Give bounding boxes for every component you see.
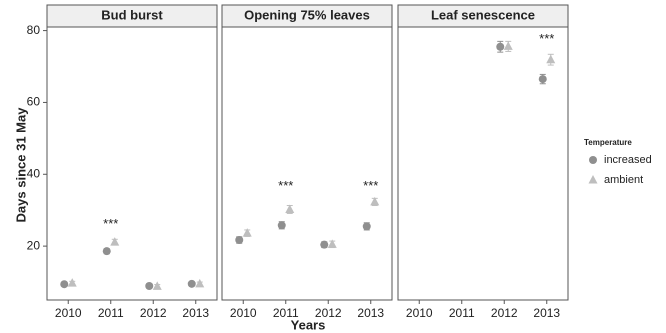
point: [285, 204, 295, 213]
y-axis-label: Days since 31 May: [13, 107, 28, 223]
point: [588, 175, 598, 184]
y-tick-label: 40: [27, 166, 41, 180]
panel-title: Opening 75% leaves: [244, 7, 370, 22]
legend-title: Temperature: [584, 138, 632, 147]
y-tick-label: 60: [27, 95, 41, 109]
point: [187, 279, 196, 288]
point: [370, 196, 380, 206]
panel: [397, 26, 569, 301]
x-tick-label: 2010: [230, 306, 257, 320]
annotation: ***: [363, 178, 378, 193]
point: [195, 278, 205, 288]
annotation: ***: [539, 31, 554, 46]
x-axis-label: Years: [291, 317, 326, 332]
point: [102, 247, 111, 256]
point: [362, 222, 371, 231]
annotation: ***: [278, 178, 293, 193]
x-tick-label: 2012: [140, 306, 167, 320]
panel-title: Leaf senescence: [431, 7, 535, 22]
point: [110, 237, 120, 246]
point: [503, 41, 513, 50]
point: [235, 236, 244, 245]
point: [320, 240, 329, 249]
point: [60, 280, 69, 289]
x-tick-label: 2012: [315, 306, 342, 320]
x-tick-label: 2013: [357, 306, 384, 320]
x-tick-label: 2012: [491, 306, 518, 320]
point: [152, 281, 162, 290]
annotation: ***: [103, 216, 118, 231]
panel: [221, 26, 393, 301]
x-tick-label: 2010: [55, 306, 82, 320]
point: [327, 239, 337, 248]
point: [546, 54, 556, 64]
y-tick-label: 80: [27, 23, 41, 37]
x-tick-label: 2011: [273, 306, 299, 320]
point: [145, 281, 154, 290]
x-tick-label: 2013: [182, 306, 209, 320]
y-tick-label: 20: [27, 238, 41, 252]
point: [538, 75, 547, 84]
legend-label: increased: [604, 154, 652, 166]
legend-label: ambient: [604, 174, 643, 186]
x-tick-label: 2011: [449, 306, 475, 320]
point: [277, 221, 286, 230]
point: [242, 228, 252, 237]
panel: [46, 26, 218, 301]
point: [67, 278, 77, 287]
point: [496, 42, 505, 51]
x-tick-label: 2010: [406, 306, 433, 320]
x-tick-label: 2013: [533, 306, 560, 320]
panel-title: Bud burst: [101, 7, 163, 22]
x-tick-label: 2011: [98, 306, 124, 320]
point: [589, 156, 597, 164]
